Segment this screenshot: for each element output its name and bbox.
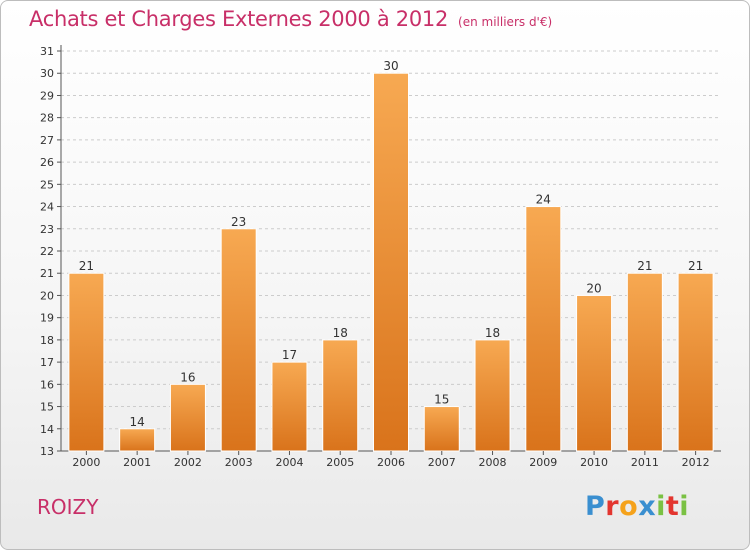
bar <box>119 428 156 452</box>
unit-note: (en milliers d'€) <box>458 15 553 29</box>
y-tick-label: 23 <box>40 223 54 236</box>
data-label: 15 <box>434 393 449 407</box>
y-tick-label: 17 <box>40 356 54 369</box>
x-tick-label: 2004 <box>275 456 303 469</box>
title-text: Achats et Charges Externes 2000 à 2012 <box>29 7 449 31</box>
data-label: 21 <box>79 259 94 273</box>
x-tick-label: 2002 <box>174 456 202 469</box>
data-label: 23 <box>231 215 246 229</box>
x-tick-label: 2012 <box>682 456 710 469</box>
logo-letter: i <box>656 491 666 522</box>
bar <box>373 72 409 452</box>
data-label: 18 <box>485 326 500 340</box>
y-tick-label: 19 <box>40 312 54 325</box>
data-label: 21 <box>637 259 652 273</box>
proxiti-logo[interactable]: Proxiti <box>585 491 689 522</box>
x-tick-label: 2008 <box>479 456 507 469</box>
y-tick-label: 24 <box>40 201 54 214</box>
bar <box>677 272 714 452</box>
y-tick-label: 22 <box>40 245 54 258</box>
x-tick-label: 2006 <box>377 456 405 469</box>
x-tick-label: 2007 <box>428 456 456 469</box>
bar <box>271 361 308 452</box>
bar <box>423 406 460 452</box>
data-label: 14 <box>130 415 145 429</box>
data-label: 18 <box>333 326 348 340</box>
x-tick-label: 2005 <box>326 456 354 469</box>
bar <box>576 294 613 452</box>
y-tick-label: 31 <box>40 45 54 58</box>
y-tick-label: 26 <box>40 156 54 169</box>
y-tick-label: 30 <box>40 67 54 80</box>
bar <box>474 339 511 452</box>
y-tick-label: 21 <box>40 267 54 280</box>
logo-letter: x <box>638 491 657 522</box>
y-tick-label: 25 <box>40 178 54 191</box>
x-tick-label: 2009 <box>529 456 557 469</box>
y-tick-label: 29 <box>40 89 54 102</box>
data-label: 30 <box>383 59 398 73</box>
x-tick-label: 2001 <box>123 456 151 469</box>
bar <box>169 383 206 452</box>
y-tick-label: 20 <box>40 289 54 302</box>
y-tick-label: 27 <box>40 134 54 147</box>
y-tick-label: 18 <box>40 334 54 347</box>
data-label: 20 <box>586 281 601 295</box>
logo-letter: o <box>619 491 639 522</box>
logo-letter: P <box>585 491 606 522</box>
logo-letter: i <box>679 491 690 522</box>
bar <box>68 272 105 452</box>
x-tick-label: 2003 <box>225 456 253 469</box>
y-tick-label: 28 <box>40 112 54 125</box>
commune-name: ROIZY <box>37 495 99 519</box>
x-tick-label: 2011 <box>631 456 659 469</box>
y-tick-label: 16 <box>40 378 54 391</box>
y-tick-label: 13 <box>40 445 54 458</box>
y-tick-label: 14 <box>40 423 54 436</box>
bar <box>220 228 257 452</box>
bar <box>626 272 663 452</box>
data-label: 17 <box>282 348 297 362</box>
data-label: 24 <box>536 193 551 207</box>
logo-letter: t <box>665 491 680 522</box>
data-label: 16 <box>180 370 195 384</box>
chart-title: Achats et Charges Externes 2000 à 2012 (e… <box>29 7 552 31</box>
x-tick-label: 2000 <box>72 456 100 469</box>
y-tick-label: 15 <box>40 401 54 414</box>
bar <box>322 339 359 452</box>
x-tick-label: 2010 <box>580 456 608 469</box>
logo-letter: r <box>605 491 620 522</box>
data-label: 21 <box>688 259 703 273</box>
bar <box>525 206 562 452</box>
